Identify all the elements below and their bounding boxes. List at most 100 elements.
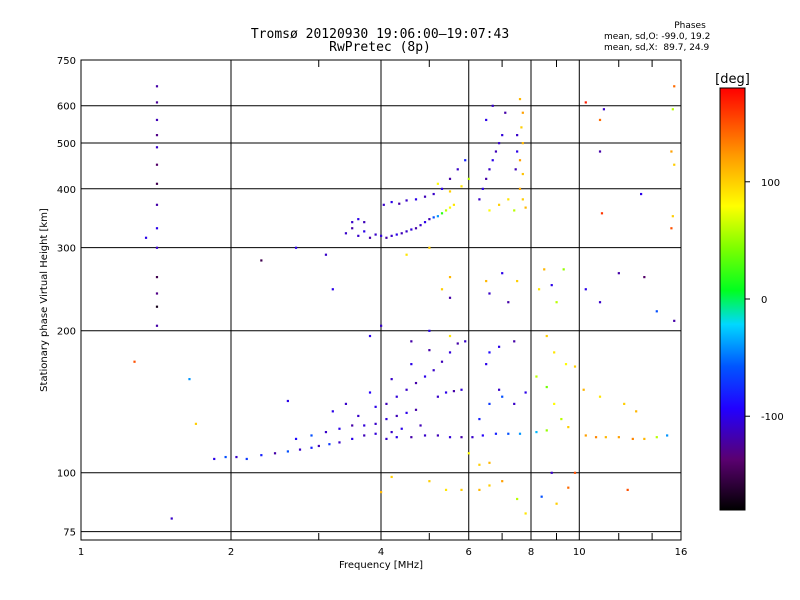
data-point <box>428 349 431 352</box>
data-point <box>331 288 334 291</box>
data-point <box>385 417 388 421</box>
data-point <box>357 218 360 221</box>
data-point <box>380 234 383 237</box>
data-point <box>501 395 504 398</box>
data-point <box>521 142 524 145</box>
data-point <box>448 190 452 193</box>
data-point <box>419 224 422 227</box>
data-point <box>390 200 393 204</box>
data-point <box>504 111 507 114</box>
y-tick-label: 500 <box>57 139 76 150</box>
data-point <box>670 150 673 153</box>
phase-o-stats: mean, sd,O: -99.0, 19.2 <box>604 32 711 42</box>
data-point <box>537 288 541 291</box>
y-tick-label: 100 <box>57 469 76 480</box>
data-point <box>448 177 452 180</box>
data-point <box>524 391 527 394</box>
data-point <box>485 118 488 122</box>
data-point <box>673 163 676 166</box>
data-point <box>405 230 408 233</box>
data-point <box>521 111 524 114</box>
data-point <box>155 85 159 88</box>
data-point <box>456 168 459 171</box>
data-point <box>488 209 491 212</box>
data-point <box>460 488 463 491</box>
data-point <box>643 275 646 279</box>
data-point <box>374 233 377 236</box>
data-point <box>567 486 570 489</box>
data-point <box>357 234 360 237</box>
data-point <box>540 495 543 498</box>
data-point <box>414 381 418 385</box>
data-point <box>390 475 393 479</box>
data-point <box>298 448 302 451</box>
data-point <box>390 378 393 381</box>
data-point <box>351 437 354 441</box>
data-point <box>155 134 159 137</box>
data-point <box>497 345 501 348</box>
data-point <box>428 329 431 332</box>
x-axis-label: Frequency [MHz] <box>339 560 423 571</box>
data-point <box>194 422 198 425</box>
data-point <box>155 182 159 185</box>
y-tick-label: 750 <box>57 56 76 67</box>
data-point <box>357 414 360 418</box>
data-point <box>428 480 431 483</box>
data-point <box>155 118 159 122</box>
data-point <box>584 434 587 437</box>
data-point <box>423 221 427 224</box>
data-point <box>497 142 501 145</box>
data-point <box>410 340 413 343</box>
data-point <box>382 203 385 206</box>
data-point <box>666 434 669 437</box>
data-point <box>368 334 372 338</box>
x-tick-label: 8 <box>528 547 534 558</box>
x-tick-label: 1 <box>78 547 84 558</box>
data-point <box>564 363 568 366</box>
data-point <box>155 101 159 104</box>
data-point <box>317 444 320 448</box>
data-point <box>390 234 393 237</box>
data-point <box>436 215 439 218</box>
data-point <box>560 417 563 421</box>
data-point <box>488 484 491 487</box>
data-point <box>245 457 248 461</box>
data-point <box>414 198 418 201</box>
data-point <box>488 351 491 354</box>
data-point <box>423 375 427 378</box>
data-point <box>604 436 607 439</box>
data-point <box>155 292 159 295</box>
data-point <box>448 334 452 338</box>
data-point <box>655 310 658 313</box>
phase-statistics: Phases mean, sd,O: -99.0, 19.2 mean, sd,… <box>600 21 740 54</box>
data-point <box>155 203 159 206</box>
data-point <box>467 452 470 455</box>
grid-layer <box>80 59 682 540</box>
data-point <box>545 429 548 432</box>
data-point <box>598 118 602 122</box>
data-point <box>440 187 444 190</box>
data-point <box>553 351 556 354</box>
data-point <box>405 388 408 391</box>
data-points-layer <box>133 85 676 520</box>
data-point <box>640 192 643 196</box>
data-point <box>497 388 501 391</box>
data-point <box>324 430 328 434</box>
data-point <box>414 227 418 230</box>
data-point <box>448 351 452 354</box>
data-point <box>273 452 277 455</box>
phase-x-stats: mean, sd,X: 89.7, 24.9 <box>604 43 710 53</box>
data-point <box>485 363 488 366</box>
data-point <box>626 488 629 491</box>
colorbar-ticks-layer: 100 0 -100 <box>745 178 784 423</box>
data-point <box>545 334 548 338</box>
data-point <box>260 259 263 262</box>
data-point <box>550 471 553 474</box>
data-point <box>452 390 456 393</box>
data-point <box>478 198 481 201</box>
data-point <box>286 450 289 453</box>
data-point <box>448 436 452 439</box>
data-point <box>518 432 522 435</box>
data-point <box>598 395 602 398</box>
